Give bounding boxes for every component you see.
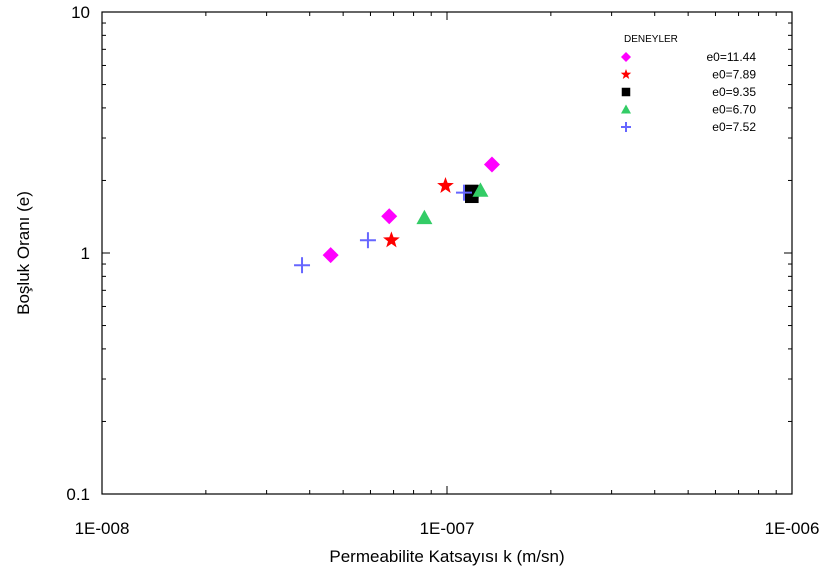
legend-marker-star <box>620 69 632 79</box>
legend-label: e0=11.44 <box>707 50 757 64</box>
data-point-plus <box>455 184 472 201</box>
legend-label: e0=6.70 <box>712 103 756 117</box>
data-point-diamond <box>381 208 398 225</box>
legend-label: e0=7.89 <box>712 68 756 82</box>
x-axis-title: Permeabilite Katsayısı k (m/sn) <box>329 547 564 566</box>
x-tick-label: 1E-006 <box>765 519 820 538</box>
y-tick-label: 1 <box>81 244 90 263</box>
legend-label: e0=7.52 <box>712 120 756 134</box>
data-points <box>294 156 500 274</box>
x-tick-label: 1E-007 <box>420 519 475 538</box>
y-tick-label: 10 <box>71 3 90 22</box>
y-tick-label: 0.1 <box>66 485 90 504</box>
plot-frame <box>101 11 793 495</box>
axis-ticks <box>101 12 792 495</box>
legend-marker-plus <box>621 122 631 132</box>
y-axis-title: Boşluk Oranı (e) <box>14 191 33 315</box>
data-point-diamond <box>483 156 500 173</box>
data-point-star <box>383 231 400 248</box>
legend: DENEYLER e0=11.44 e0=7.89 e0=9.35 e0=6.70 e0=… <box>620 34 757 134</box>
legend-marker-diamond <box>621 52 631 62</box>
data-point-plus <box>294 257 311 274</box>
legend-label: e0=9.35 <box>712 85 756 99</box>
data-point-diamond <box>322 247 339 264</box>
data-point-triangle <box>472 182 489 197</box>
legend-title: DENEYLER <box>624 34 678 45</box>
data-point-star <box>437 177 454 193</box>
tick-labels: 1E-008 1E-007 1E-006 0.1 1 10 <box>66 3 819 538</box>
legend-marker-triangle <box>621 104 631 114</box>
x-tick-label: 1E-008 <box>75 519 130 538</box>
data-point-plus <box>359 232 376 249</box>
legend-marker-square <box>621 87 631 97</box>
data-point-triangle <box>416 209 433 225</box>
